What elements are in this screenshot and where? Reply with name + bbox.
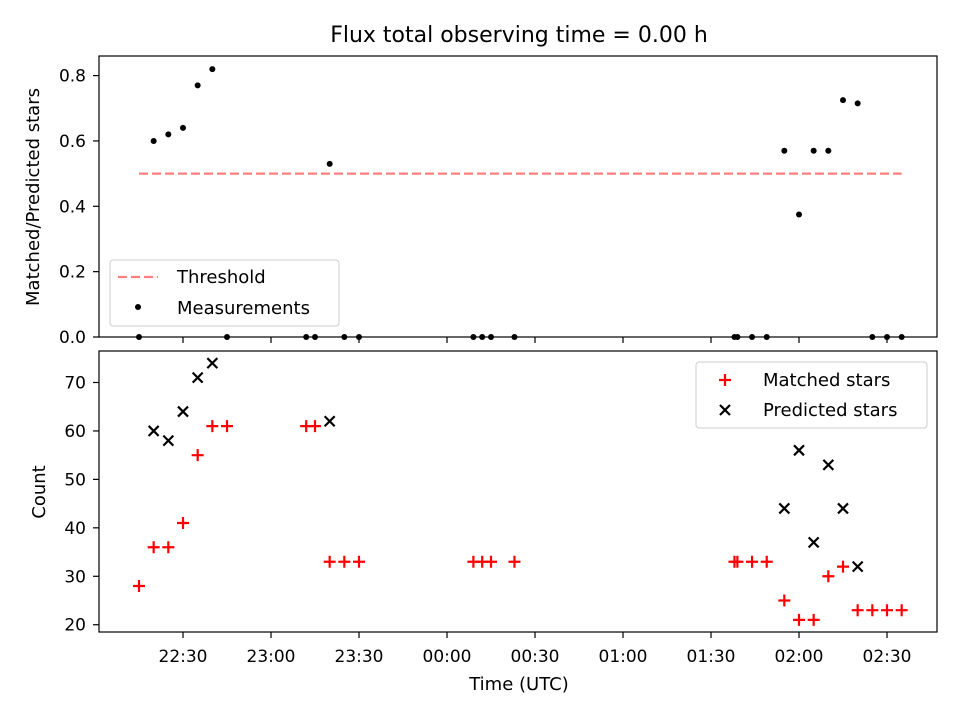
matched-star-point <box>147 541 160 554</box>
count-ytick-label: 20 <box>64 616 86 636</box>
matched-star-point <box>731 555 744 568</box>
measurement-point <box>854 100 861 107</box>
count-xtick-label: 23:30 <box>335 647 384 667</box>
ratio-panel-ylabel: Matched/Predicted stars <box>23 88 44 306</box>
count-ytick-label: 40 <box>64 519 86 539</box>
matched-star-point <box>746 555 759 568</box>
matched-star-point <box>191 449 204 462</box>
count-ytick-label: 70 <box>64 373 86 393</box>
matched-star-point <box>485 555 497 568</box>
legend-matched-swatch <box>719 374 731 386</box>
ratio-legend: Threshold Measurements <box>109 259 340 327</box>
ratio-panel: 0.00.20.40.60.8 Matched/Predicted stars … <box>23 55 938 348</box>
count-xtick-label: 02:30 <box>863 647 912 667</box>
count-xtick-label: 00:30 <box>511 647 560 667</box>
matched-star-point <box>793 613 805 626</box>
ratio-ytick-label: 0.8 <box>59 67 86 87</box>
count-panel-frame <box>98 350 938 633</box>
predicted-star-point <box>837 502 849 515</box>
matched-star-point <box>309 420 321 433</box>
matched-star-point <box>133 579 145 592</box>
legend-measurements-label: Measurements <box>177 298 310 319</box>
ratio-panel-frame <box>98 55 938 338</box>
measurement-point <box>326 160 333 167</box>
measurement-point <box>194 82 201 89</box>
predicted-star-point <box>807 536 820 549</box>
legend-predicted-swatch <box>719 404 731 416</box>
count-legend-box <box>695 361 928 429</box>
legend-matched-label: Matched stars <box>763 370 890 391</box>
matched-star-point <box>508 555 521 568</box>
predicted-star-point <box>793 444 805 457</box>
measurement-point <box>150 137 157 144</box>
count-ytick-label: 50 <box>64 470 86 490</box>
matched-star-point <box>822 570 835 583</box>
matched-star-point <box>177 516 189 529</box>
x-axis-label: Time (UTC) <box>468 674 569 695</box>
ratio-ytick-label: 0.2 <box>59 263 86 283</box>
count-xtick-label: 01:30 <box>687 647 736 667</box>
count-ytick-label: 30 <box>64 567 86 587</box>
measurement-point <box>840 97 846 104</box>
count-xtick-label: 01:00 <box>599 647 648 667</box>
matched-star-point <box>851 604 864 617</box>
measurement-point <box>825 147 832 154</box>
figure-title: Flux total observing time = 0.00 h <box>330 23 708 48</box>
ratio-ytick-label: 0.4 <box>59 197 86 217</box>
measurement-point <box>796 211 802 218</box>
ratio-ytick-label: 0.6 <box>59 132 86 152</box>
ratio-legend-box <box>109 259 340 327</box>
predicted-star-point <box>778 502 791 515</box>
matched-star-point <box>837 560 849 573</box>
predicted-star-point <box>822 459 835 471</box>
legend-threshold-label: Threshold <box>176 267 266 288</box>
measurement-point <box>781 147 788 154</box>
matched-star-point <box>221 420 233 433</box>
matched-star-point <box>760 555 773 568</box>
count-legend: Matched stars Predicted stars <box>695 361 928 429</box>
matched-star-point <box>206 420 219 433</box>
matched-star-point <box>778 594 791 607</box>
predicted-star-point <box>162 434 175 447</box>
legend-predicted-label: Predicted stars <box>763 400 897 421</box>
count-panel-ylabel: Count <box>29 465 50 518</box>
measurement-point <box>180 124 186 131</box>
measurement-point <box>209 66 216 73</box>
legend-measurements-swatch <box>135 304 141 310</box>
count-xtick-label: 23:00 <box>247 647 296 667</box>
count-xtick-label: 02:00 <box>775 647 824 667</box>
predicted-star-point <box>177 405 189 418</box>
count-xtick-label: 22:30 <box>159 647 208 667</box>
matched-star-point <box>353 555 365 568</box>
predicted-star-point <box>147 425 160 437</box>
matched-star-point <box>895 604 908 617</box>
matched-star-point <box>866 604 879 617</box>
matched-star-point <box>338 555 351 568</box>
count-xtick-label: 00:00 <box>423 647 472 667</box>
predicted-star-point <box>851 560 864 573</box>
matched-star-point <box>807 613 820 626</box>
predicted-star-point <box>191 371 204 384</box>
predicted-star-point <box>206 357 219 369</box>
predicted-star-point <box>323 415 336 428</box>
ratio-ytick-label: 0.0 <box>59 328 86 348</box>
matched-star-point <box>323 555 336 568</box>
measurement-point <box>165 131 172 138</box>
matched-star-point <box>881 604 893 617</box>
measurement-point <box>810 147 817 154</box>
count-panel: 20 30 40 50 60 70 22:30 23:00 23:30 00:00 00:30 01… <box>29 350 938 695</box>
matched-star-point <box>162 541 175 554</box>
count-ytick-label: 60 <box>64 422 86 442</box>
